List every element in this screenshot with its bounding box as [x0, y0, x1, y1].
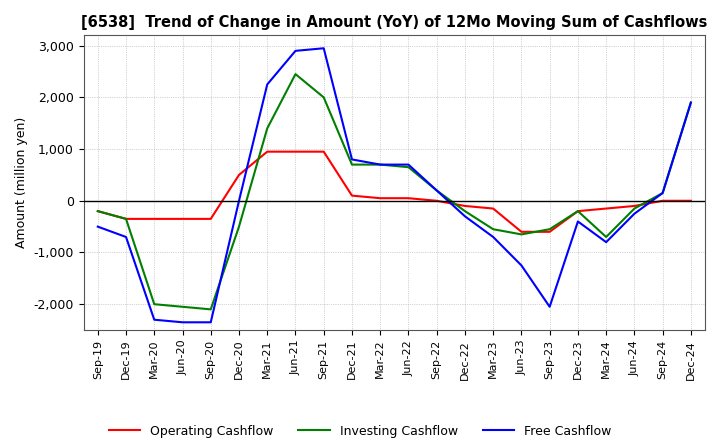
Free Cashflow — [461, 214, 469, 219]
Free Cashflow — [348, 157, 356, 162]
Operating Cashflow — [122, 216, 130, 221]
Free Cashflow — [235, 198, 243, 203]
Operating Cashflow — [489, 206, 498, 211]
Operating Cashflow — [235, 172, 243, 178]
Y-axis label: Amount (million yen): Amount (million yen) — [15, 117, 28, 248]
Operating Cashflow — [461, 203, 469, 209]
Operating Cashflow — [376, 195, 384, 201]
Operating Cashflow — [517, 229, 526, 235]
Investing Cashflow — [602, 235, 611, 240]
Investing Cashflow — [545, 227, 554, 232]
Investing Cashflow — [404, 165, 413, 170]
Free Cashflow — [630, 211, 639, 216]
Free Cashflow — [489, 235, 498, 240]
Operating Cashflow — [320, 149, 328, 154]
Free Cashflow — [150, 317, 158, 323]
Operating Cashflow — [207, 216, 215, 221]
Investing Cashflow — [122, 216, 130, 221]
Operating Cashflow — [94, 209, 102, 214]
Investing Cashflow — [517, 232, 526, 237]
Operating Cashflow — [150, 216, 158, 221]
Investing Cashflow — [658, 191, 667, 196]
Free Cashflow — [545, 304, 554, 309]
Operating Cashflow — [602, 206, 611, 211]
Free Cashflow — [658, 191, 667, 196]
Line: Free Cashflow: Free Cashflow — [98, 48, 691, 322]
Free Cashflow — [291, 48, 300, 54]
Legend: Operating Cashflow, Investing Cashflow, Free Cashflow: Operating Cashflow, Investing Cashflow, … — [104, 420, 616, 440]
Investing Cashflow — [94, 209, 102, 214]
Investing Cashflow — [207, 307, 215, 312]
Investing Cashflow — [630, 206, 639, 211]
Investing Cashflow — [178, 304, 186, 309]
Investing Cashflow — [574, 209, 582, 214]
Free Cashflow — [404, 162, 413, 167]
Free Cashflow — [320, 46, 328, 51]
Free Cashflow — [94, 224, 102, 229]
Investing Cashflow — [687, 100, 696, 105]
Investing Cashflow — [235, 224, 243, 229]
Free Cashflow — [263, 82, 271, 87]
Investing Cashflow — [320, 95, 328, 100]
Operating Cashflow — [574, 209, 582, 214]
Operating Cashflow — [687, 198, 696, 203]
Free Cashflow — [517, 263, 526, 268]
Free Cashflow — [207, 319, 215, 325]
Free Cashflow — [602, 239, 611, 245]
Operating Cashflow — [291, 149, 300, 154]
Operating Cashflow — [630, 203, 639, 209]
Investing Cashflow — [461, 209, 469, 214]
Investing Cashflow — [433, 188, 441, 193]
Investing Cashflow — [376, 162, 384, 167]
Operating Cashflow — [178, 216, 186, 221]
Investing Cashflow — [348, 162, 356, 167]
Operating Cashflow — [658, 198, 667, 203]
Free Cashflow — [687, 100, 696, 105]
Operating Cashflow — [404, 195, 413, 201]
Line: Operating Cashflow: Operating Cashflow — [98, 152, 691, 232]
Operating Cashflow — [545, 229, 554, 235]
Free Cashflow — [122, 235, 130, 240]
Operating Cashflow — [433, 198, 441, 203]
Investing Cashflow — [489, 227, 498, 232]
Investing Cashflow — [150, 301, 158, 307]
Operating Cashflow — [348, 193, 356, 198]
Free Cashflow — [433, 188, 441, 193]
Investing Cashflow — [263, 126, 271, 131]
Line: Investing Cashflow: Investing Cashflow — [98, 74, 691, 309]
Free Cashflow — [178, 319, 186, 325]
Title: [6538]  Trend of Change in Amount (YoY) of 12Mo Moving Sum of Cashflows: [6538] Trend of Change in Amount (YoY) o… — [81, 15, 708, 30]
Operating Cashflow — [263, 149, 271, 154]
Investing Cashflow — [291, 71, 300, 77]
Free Cashflow — [574, 219, 582, 224]
Free Cashflow — [376, 162, 384, 167]
